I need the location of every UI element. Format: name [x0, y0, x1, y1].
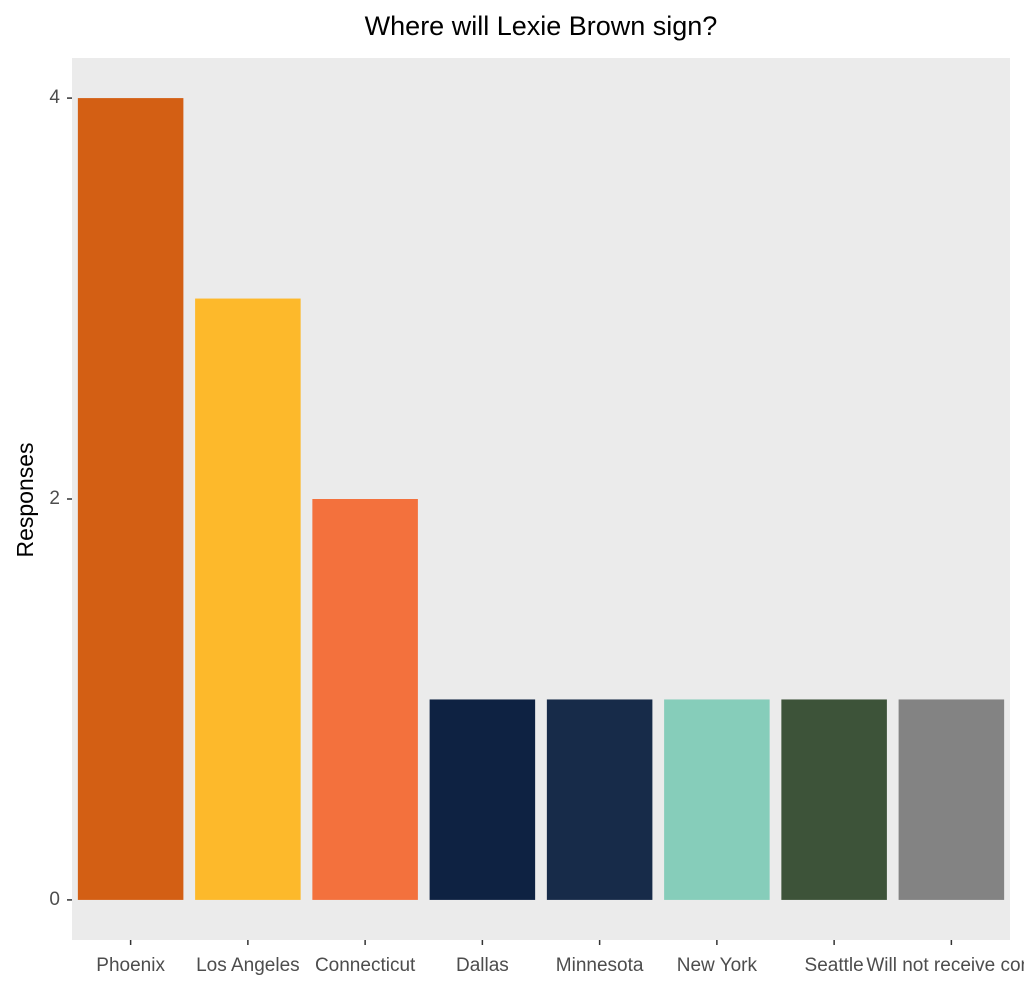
bar — [312, 499, 418, 900]
x-tick-label: Will not receive cont — [866, 955, 1024, 976]
x-tick-label: Los Angeles — [196, 955, 300, 976]
bar — [429, 699, 536, 900]
bar — [546, 699, 653, 900]
y-tick-label: 2 — [49, 488, 60, 509]
bar — [664, 699, 770, 900]
chart-title: Where will Lexie Brown sign? — [365, 11, 718, 41]
bar — [781, 699, 887, 900]
y-axis-label: Responses — [12, 442, 38, 557]
x-tick-label: New York — [677, 955, 758, 976]
bar — [195, 298, 301, 900]
x-tick-label: Connecticut — [315, 955, 416, 976]
bar — [898, 699, 1005, 900]
bar — [77, 98, 184, 900]
y-tick-label: 4 — [49, 87, 60, 108]
x-tick-label: Minnesota — [556, 955, 644, 976]
x-tick-label: Dallas — [456, 955, 509, 976]
x-tick-label: Seattle — [805, 955, 864, 976]
x-tick-label: Phoenix — [96, 955, 165, 976]
y-tick-label: 0 — [49, 889, 60, 910]
